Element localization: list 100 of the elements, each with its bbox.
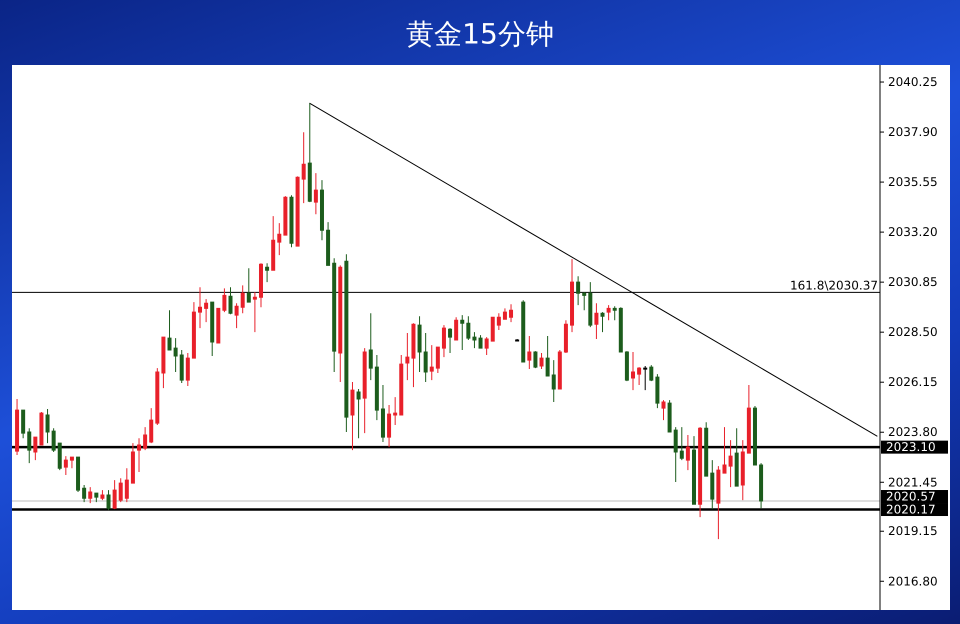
candlestick [740, 440, 745, 501]
y-tick-label: 2037.90 [888, 125, 938, 140]
candlestick [100, 490, 104, 501]
candlestick [112, 480, 117, 510]
candlestick [582, 292, 586, 311]
candlestick [759, 462, 764, 509]
candlestick [637, 366, 642, 386]
candlestick [271, 216, 276, 271]
candlestick [405, 332, 410, 381]
candlestick [76, 456, 80, 493]
y-tick-label: 2030.85 [888, 275, 938, 290]
candlestick [168, 310, 172, 351]
candlestick [15, 398, 20, 456]
candlestick [174, 338, 178, 372]
candlestick [460, 314, 464, 351]
candlestick [326, 222, 330, 266]
candlestick [490, 316, 495, 342]
candlestick [558, 350, 562, 390]
candlestick [362, 348, 367, 434]
candlestick [668, 400, 672, 433]
candlestick [314, 172, 318, 215]
y-tick-label: 2021.45 [888, 475, 938, 490]
candlestick [64, 456, 68, 476]
candlestick [674, 426, 678, 483]
candlestick [746, 384, 751, 454]
candlestick [424, 332, 428, 382]
candlestick [130, 442, 135, 484]
candlestick [124, 468, 129, 503]
candlestick [58, 442, 62, 471]
annotation: 161.8\2030.37 [790, 278, 878, 292]
candlestick [320, 180, 324, 241]
candlestick [643, 366, 648, 391]
candlestick [240, 284, 245, 314]
candlestick [704, 422, 708, 477]
candlestick [496, 312, 501, 331]
candlestick [546, 336, 550, 377]
y-tick-label: 2016.80 [888, 574, 938, 588]
ref-line-label: 2023.10 [886, 440, 936, 454]
candlestick [631, 351, 636, 391]
candlestick [509, 304, 514, 323]
candlestick [734, 428, 739, 487]
candlestick [161, 336, 166, 389]
candlestick [33, 436, 38, 461]
candlestick [192, 302, 196, 359]
candlestick [222, 288, 226, 313]
chart-title: 黄金15分钟 [406, 18, 554, 50]
candlestick [137, 438, 142, 473]
candlestick [350, 381, 354, 451]
candlestick [680, 426, 684, 461]
candlestick [186, 352, 190, 387]
candlestick [180, 350, 184, 384]
candlestick [252, 292, 257, 333]
candlestick [478, 334, 483, 349]
candlestick [210, 302, 214, 357]
candlestick [39, 412, 44, 446]
candlestick [155, 368, 160, 426]
y-tick-label: 2035.55 [888, 175, 938, 190]
candlestick [502, 308, 507, 320]
candlestick [430, 344, 434, 381]
candlestick [399, 354, 404, 416]
candlestick [70, 456, 74, 469]
candlestick [606, 304, 611, 321]
candlestick [533, 350, 538, 369]
candlestick [246, 268, 251, 303]
candlestick [588, 282, 592, 328]
candlestick [710, 460, 714, 510]
candlestick [277, 222, 282, 256]
ref-line-label: 2020.17 [886, 502, 936, 517]
candlestick [106, 490, 111, 511]
y-tick-label: 2026.15 [888, 375, 938, 390]
candlestick [143, 426, 148, 451]
candlestick [662, 400, 666, 421]
candlestick [472, 332, 476, 349]
candlestick [552, 360, 556, 403]
candlestick [436, 346, 440, 374]
candlestick [442, 324, 446, 358]
candlestick [576, 276, 580, 306]
candlestick [308, 102, 312, 203]
candlestick [198, 286, 202, 329]
candlestick [228, 286, 232, 315]
candlestick [368, 312, 373, 381]
candlestick [344, 254, 348, 433]
candlestick [655, 374, 660, 409]
candlestick [454, 316, 458, 341]
candlestick [88, 486, 92, 504]
candlestick [716, 466, 720, 540]
candlestick [698, 426, 702, 518]
candlestick [374, 354, 379, 421]
candlestick [265, 262, 270, 283]
candlestick [380, 384, 385, 443]
candlestick [204, 298, 208, 323]
y-tick-label: 2019.15 [888, 524, 938, 538]
candlestick [722, 426, 726, 474]
candlestick [618, 306, 623, 352]
candlestick [692, 436, 696, 505]
candlestick [527, 336, 532, 370]
candlestick [521, 300, 526, 362]
candlestick [356, 388, 361, 439]
candlestick [82, 484, 86, 503]
candlestick [612, 306, 617, 321]
